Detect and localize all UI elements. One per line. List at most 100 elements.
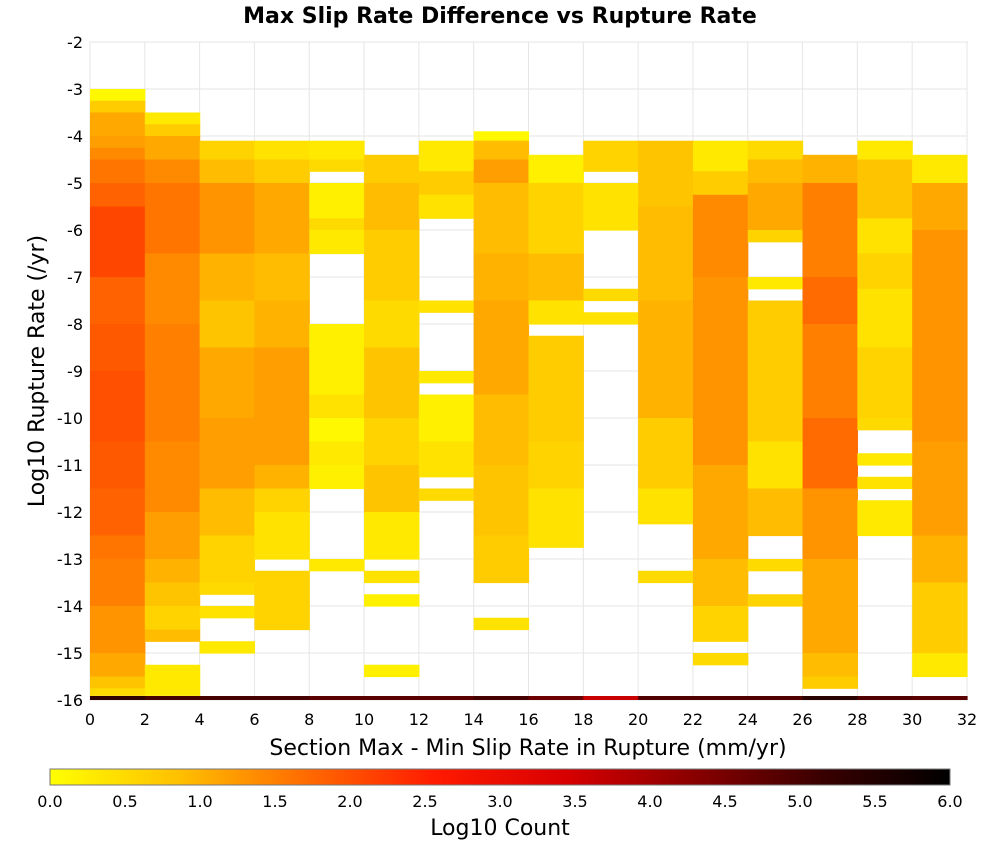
heatmap-cell — [90, 371, 146, 443]
heatmap-cell — [254, 465, 310, 490]
heatmap-cell — [199, 606, 256, 619]
heatmap-cell — [254, 253, 310, 302]
heatmap-cell — [473, 394, 530, 466]
heatmap-cell — [583, 312, 639, 325]
heatmap-cell — [254, 570, 310, 631]
heatmap-cell — [144, 606, 201, 631]
heatmap-cell — [692, 653, 749, 666]
heatmap-cell-bottom — [583, 696, 639, 700]
heatmap-cell-bottom — [144, 696, 201, 700]
heatmap-cell — [473, 465, 530, 537]
heatmap-cells — [90, 89, 968, 700]
heatmap-cell — [802, 676, 858, 689]
heatmap-cell — [692, 277, 749, 466]
y-tick-label: -12 — [57, 503, 83, 522]
y-tick-label: -13 — [57, 550, 83, 569]
heatmap-cell — [364, 154, 420, 184]
heatmap-cell — [90, 653, 146, 678]
heatmap-cell — [364, 300, 420, 349]
x-tick-label: 20 — [628, 710, 648, 729]
heatmap-cell — [364, 570, 420, 584]
heatmap-cell — [638, 488, 694, 525]
heatmap-cell — [364, 418, 420, 466]
heatmap-cell-bottom — [90, 696, 146, 700]
heatmap-cell — [309, 324, 365, 396]
heatmap-cell — [199, 140, 256, 161]
heatmap-cell — [747, 559, 804, 572]
y-axis-title: Log10 Rupture Rate (/yr) — [25, 235, 50, 507]
heatmap-cell — [857, 453, 913, 466]
heatmap-cell — [90, 89, 146, 102]
heatmap-cell — [692, 465, 749, 560]
colorbar-tick-label: 6.0 — [937, 792, 962, 811]
heatmap-cell — [309, 418, 365, 443]
heatmap-cell — [747, 159, 804, 184]
heatmap-cell — [144, 183, 201, 255]
heatmap-cell — [364, 512, 420, 560]
heatmap-cell — [473, 535, 530, 584]
x-tick-label: 8 — [304, 710, 314, 729]
heatmap-cell — [912, 183, 968, 231]
colorbar-tick-label: 0.0 — [37, 792, 62, 811]
heatmap-cell — [144, 124, 201, 137]
heatmap-cell — [473, 253, 530, 302]
colorbar — [49, 768, 951, 786]
heatmap-cell — [90, 183, 146, 208]
heatmap-cell — [473, 140, 530, 161]
y-tick-label: -6 — [67, 221, 83, 240]
heatmap-cell — [857, 140, 913, 161]
y-tick-label: -15 — [57, 644, 83, 663]
y-tick-label: -11 — [57, 456, 83, 475]
y-tick-label: -4 — [67, 127, 83, 146]
heatmap-cell — [144, 664, 201, 696]
heatmap-cell — [528, 253, 584, 302]
heatmap-cell-bottom — [692, 696, 749, 700]
heatmap-cell — [747, 183, 804, 231]
heatmap-cell — [692, 171, 749, 196]
heatmap-cell-bottom — [364, 696, 420, 700]
heatmap-cell-bottom — [802, 696, 858, 700]
heatmap-cell — [857, 253, 913, 290]
heatmap-cell — [528, 488, 584, 548]
heatmap-cell — [802, 154, 858, 184]
heatmap-cell — [254, 159, 310, 184]
x-tick-label: 12 — [409, 710, 429, 729]
heatmap-cell — [90, 112, 146, 137]
x-axis-title: Section Max - Min Slip Rate in Rupture (… — [269, 736, 786, 761]
y-tick-label: -9 — [67, 362, 83, 381]
colorbar-tick-label: 1.5 — [262, 792, 287, 811]
heatmap-cell — [309, 183, 365, 219]
y-tick-label: -10 — [57, 409, 83, 428]
colorbar-tick-label: 1.0 — [187, 792, 212, 811]
heatmap-cell — [638, 140, 694, 208]
heatmap-cell-bottom — [309, 696, 365, 700]
heatmap-cell — [144, 159, 201, 184]
heatmap-cell — [90, 559, 146, 607]
heatmap-cell — [90, 136, 146, 149]
heatmap-cell — [254, 183, 310, 255]
heatmap-cell — [912, 535, 968, 584]
heatmap-cell-bottom — [638, 696, 694, 700]
x-tick-label: 32 — [957, 710, 977, 729]
colorbar-tick-label: 2.0 — [337, 792, 362, 811]
heatmap-cell — [364, 230, 420, 302]
heatmap-cell — [254, 347, 310, 466]
heatmap-cell — [199, 159, 256, 184]
heatmap-cell — [199, 183, 256, 255]
heatmap-cell — [583, 140, 639, 172]
heatmap-cell — [418, 194, 475, 219]
heatmap-cell — [90, 688, 146, 696]
heatmap-cell — [364, 347, 420, 419]
heatmap-cell — [90, 147, 146, 161]
heatmap-cell — [418, 140, 475, 172]
heatmap-cell-bottom — [254, 696, 310, 700]
heatmap-cell — [90, 277, 146, 325]
heatmap-cell — [857, 288, 913, 349]
y-tick-label: -14 — [57, 597, 83, 616]
heatmap-cell — [912, 441, 968, 537]
heatmap-cell — [309, 441, 365, 466]
heatmap-cell — [309, 140, 365, 161]
heatmap-cell — [309, 230, 365, 255]
heatmap-cell — [90, 206, 146, 278]
